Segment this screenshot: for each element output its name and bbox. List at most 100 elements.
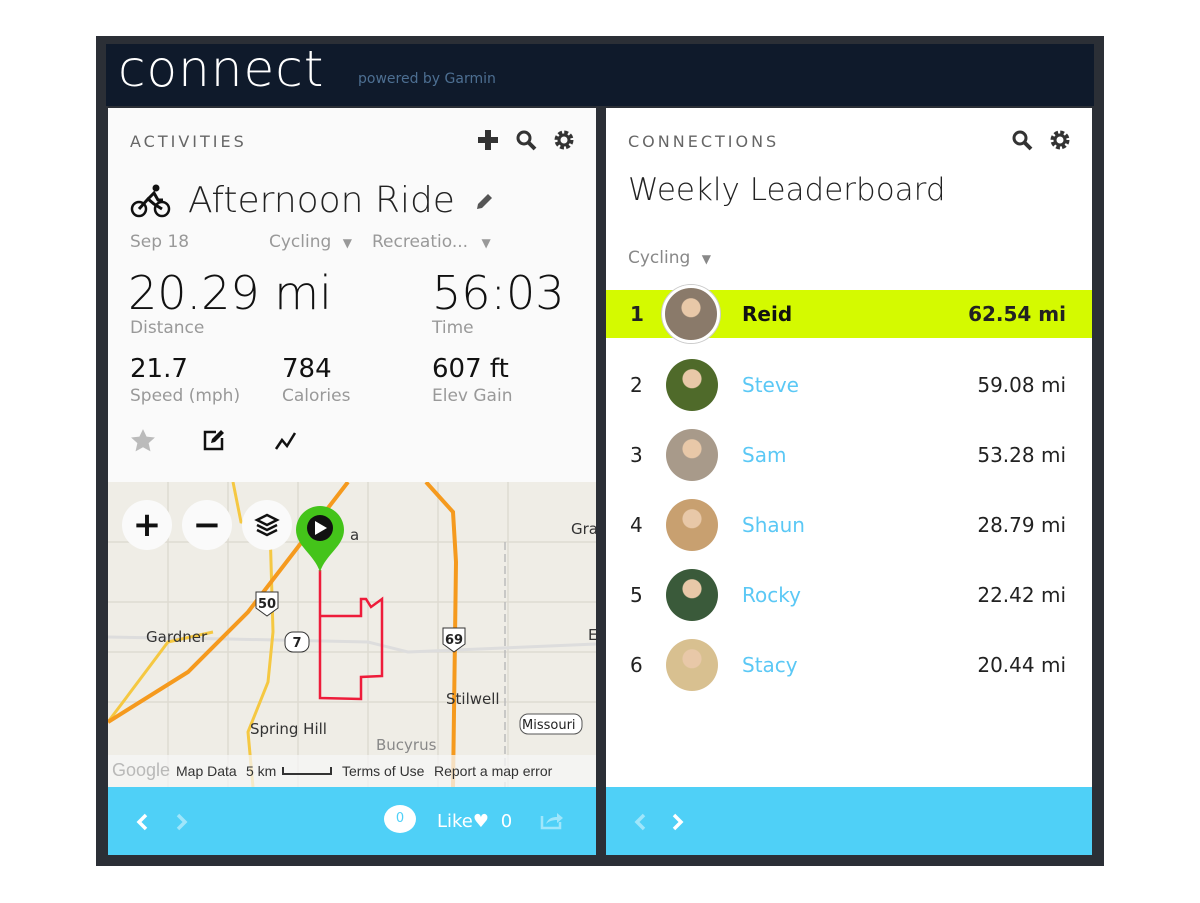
activity-filter-dropdown[interactable]: Cycling ▼: [628, 248, 711, 268]
google-logo: Google: [112, 760, 171, 780]
start-pin-icon[interactable]: [294, 504, 346, 574]
map-label-spring-hill: Spring Hill: [250, 720, 327, 738]
map-label-bucyrus: Bucyrus: [376, 736, 437, 754]
like-label: Like: [437, 811, 473, 832]
layers-icon: [254, 513, 280, 537]
share-icon[interactable]: [540, 810, 564, 830]
rank: 2: [630, 373, 643, 397]
connections-panel: CONNECTIONS Weekly Leaderboard Cycling ▼…: [606, 108, 1092, 855]
rank: 6: [630, 653, 643, 677]
terms-link[interactable]: Terms of Use: [342, 763, 425, 779]
athlete-name-link[interactable]: Steve: [742, 373, 799, 397]
search-icon[interactable]: [1010, 128, 1034, 152]
comments-button[interactable]: 0: [384, 805, 416, 833]
prev-arrow-icon[interactable]: [136, 813, 148, 831]
add-icon[interactable]: [476, 128, 500, 152]
avatar[interactable]: [666, 499, 718, 551]
app-header: connect powered by Garmin: [106, 40, 1094, 106]
zoom-in-button[interactable]: +: [122, 500, 172, 550]
time-value: 56:03: [432, 266, 565, 320]
weekly-distance: 28.79 mi: [977, 513, 1066, 537]
activity-type-dropdown[interactable]: Cycling ▼: [269, 232, 352, 252]
elev-label: Elev Gain: [432, 386, 513, 406]
distance-value: 20.29 mi: [128, 266, 332, 320]
connect-logo: connect: [118, 40, 325, 98]
like-button[interactable]: Like♥ 0: [437, 811, 512, 832]
activities-footer: 0 Like♥ 0: [108, 787, 596, 855]
avatar[interactable]: [666, 429, 718, 481]
next-arrow-icon[interactable]: [176, 813, 188, 831]
leaderboard-row[interactable]: 5 Rocky 22.42 mi: [606, 569, 1092, 621]
layers-button[interactable]: [242, 500, 292, 550]
activity-title[interactable]: Afternoon Ride: [188, 180, 455, 221]
activity-date: Sep 18: [130, 232, 190, 252]
dropdown-caret-icon: ▼: [342, 236, 352, 250]
powered-by: powered by Garmin: [358, 71, 496, 87]
activities-panel: ACTIVITIES Afternoon Ride Sep 18 Cycling…: [108, 108, 596, 855]
scale-label: 5 km: [246, 763, 277, 779]
dropdown-caret-icon: ▼: [481, 236, 491, 250]
notes-edit-icon[interactable]: [202, 428, 226, 452]
type-value: Cycling: [269, 232, 332, 252]
leaderboard-row[interactable]: 3 Sam 53.28 mi: [606, 429, 1092, 481]
avatar[interactable]: [666, 359, 718, 411]
elev-value: 607 ft: [432, 354, 509, 384]
distance-label: Distance: [130, 318, 205, 338]
speed-label: Speed (mph): [130, 386, 241, 406]
section-title: ACTIVITIES: [130, 132, 247, 151]
filter-value: Cycling: [628, 248, 691, 268]
weekly-distance: 53.28 mi: [977, 443, 1066, 467]
athlete-name-link[interactable]: Shaun: [742, 513, 805, 537]
map-label-olathe: a: [350, 526, 359, 544]
calories-label: Calories: [282, 386, 351, 406]
athlete-name-link[interactable]: Sam: [742, 443, 787, 467]
weekly-distance: 59.08 mi: [977, 373, 1066, 397]
time-label: Time: [432, 318, 474, 338]
rank: 5: [630, 583, 643, 607]
leaderboard-row[interactable]: 1 Reid 62.54 mi: [606, 285, 1092, 343]
leaderboard-title: Weekly Leaderboard: [628, 172, 946, 208]
heart-icon: ♥: [472, 811, 490, 832]
gear-icon[interactable]: [1048, 128, 1072, 152]
weekly-distance: 20.44 mi: [977, 653, 1066, 677]
rank: 1: [630, 302, 644, 326]
avatar[interactable]: [666, 639, 718, 691]
edit-pencil-icon[interactable]: [474, 192, 494, 212]
leaderboard-row[interactable]: 4 Shaun 28.79 mi: [606, 499, 1092, 551]
athlete-name-link[interactable]: Reid: [742, 302, 793, 326]
section-title: CONNECTIONS: [628, 132, 780, 151]
route-path: [318, 570, 384, 701]
gear-icon[interactable]: [552, 128, 576, 152]
weekly-distance: 62.54 mi: [968, 302, 1066, 326]
weekly-distance: 22.42 mi: [977, 583, 1066, 607]
map-label-missouri: Missouri: [522, 718, 576, 733]
avatar[interactable]: [666, 569, 718, 621]
prev-arrow-icon[interactable]: [634, 813, 646, 831]
speed-value: 21.7: [130, 354, 188, 384]
search-icon[interactable]: [514, 128, 538, 152]
map-label-gra: Gra: [571, 520, 596, 538]
map-tiles: Gardner Spring Hill Stilwell Gra E a Buc…: [108, 482, 596, 787]
map-label-stilwell: Stilwell: [446, 690, 500, 708]
leaderboard-row[interactable]: 6 Stacy 20.44 mi: [606, 639, 1092, 691]
chart-line-icon[interactable]: [274, 430, 298, 452]
zoom-out-button[interactable]: −: [182, 500, 232, 550]
map-label-gardner: Gardner: [146, 628, 208, 646]
next-arrow-icon[interactable]: [672, 813, 684, 831]
athlete-name-link[interactable]: Rocky: [742, 583, 801, 607]
avatar[interactable]: [662, 285, 720, 343]
activity-map[interactable]: Gardner Spring Hill Stilwell Gra E a Buc…: [108, 482, 596, 787]
athlete-name-link[interactable]: Stacy: [742, 653, 798, 677]
scale-bar: [282, 767, 332, 775]
shield-us69: 69: [445, 633, 463, 648]
connections-footer: [606, 787, 1092, 855]
event-type-dropdown[interactable]: Recreatio... ▼: [372, 232, 491, 252]
rank: 4: [630, 513, 643, 537]
map-data-link[interactable]: Map Data: [176, 763, 237, 779]
dropdown-caret-icon: ▼: [701, 252, 711, 266]
report-error-link[interactable]: Report a map error: [434, 763, 553, 779]
shield-us50: 50: [258, 597, 276, 612]
star-icon[interactable]: [130, 428, 156, 454]
rank: 3: [630, 443, 643, 467]
leaderboard-row[interactable]: 2 Steve 59.08 mi: [606, 359, 1092, 411]
